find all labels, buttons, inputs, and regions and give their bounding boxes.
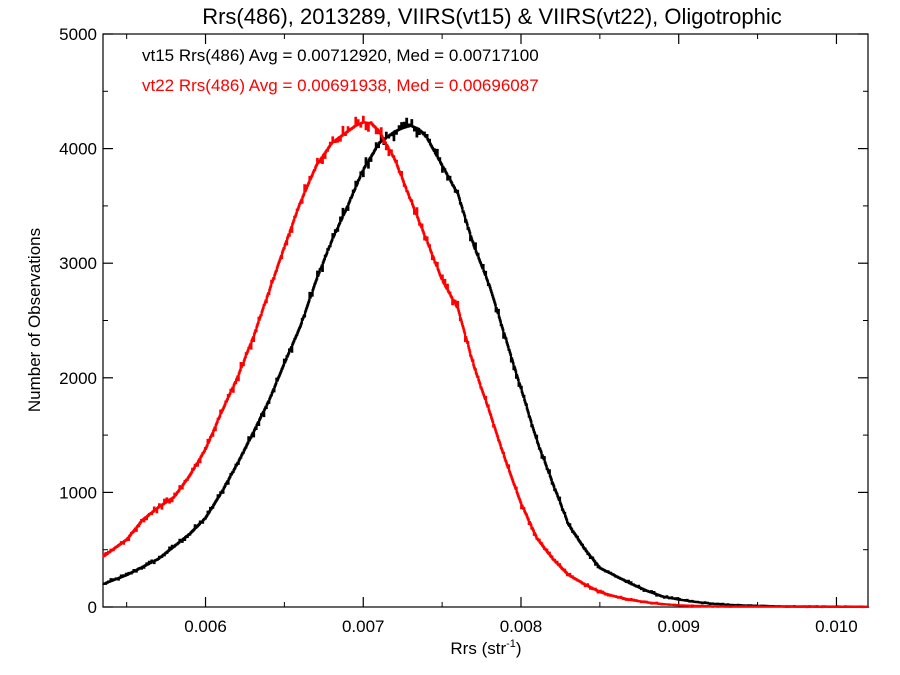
y-tick-label: 4000	[59, 140, 97, 159]
plot-area	[102, 33, 869, 608]
x-tick-label: 0.010	[815, 617, 858, 636]
series-line-0	[102, 117, 870, 608]
y-axis-label: Number of Observations	[25, 228, 44, 412]
x-axis-label: Rrs (str-1)	[450, 638, 521, 658]
y-tick-label: 2000	[59, 369, 97, 388]
annotation-vt15: vt15 Rrs(486) Avg = 0.00712920, Med = 0.…	[142, 46, 539, 65]
y-tick-label: 3000	[59, 254, 97, 273]
y-axis: 0 1000 2000 3000 4000 5000	[59, 25, 868, 617]
x-axis-label-end: )	[516, 639, 522, 658]
series-line-1	[102, 115, 870, 609]
chart-title: Rrs(486), 2013289, VIIRS(vt15) & VIIRS(v…	[202, 4, 782, 29]
y-tick-label: 1000	[59, 483, 97, 502]
y-tick-label: 5000	[59, 25, 97, 44]
x-tick-label: 0.007	[342, 617, 385, 636]
y-tick-label: 0	[88, 598, 97, 617]
annotation-vt22: vt22 Rrs(486) Avg = 0.00691938, Med = 0.…	[142, 76, 539, 95]
x-tick-label: 0.008	[500, 617, 543, 636]
x-axis-label-sup: -1	[506, 638, 516, 650]
x-axis-label-main: Rrs (str	[450, 639, 506, 658]
x-tick-label: 0.009	[657, 617, 700, 636]
series-layer	[102, 115, 870, 609]
x-tick-label: 0.006	[184, 617, 227, 636]
x-axis: 0.006 0.007 0.008 0.009 0.010	[126, 34, 858, 636]
